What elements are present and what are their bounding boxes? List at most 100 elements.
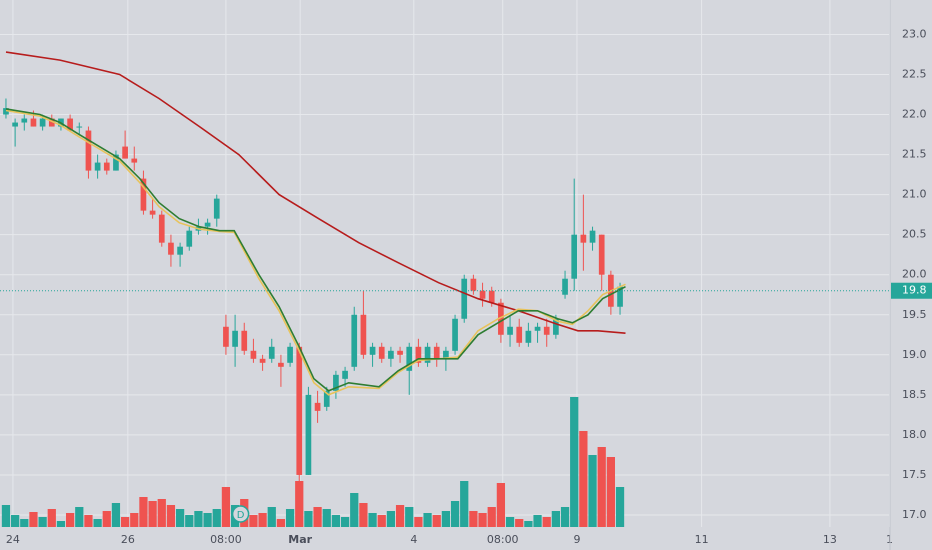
volume-bar <box>570 397 579 527</box>
volume-bar <box>487 507 496 527</box>
volume-bar <box>423 513 432 527</box>
candle-body <box>598 234 605 275</box>
volume-bar <box>386 511 396 527</box>
candle-body <box>149 210 156 215</box>
y-tick-label: 22.0 <box>902 108 927 121</box>
last-price-label: 19.8 <box>902 284 927 297</box>
volume-bar <box>340 517 350 527</box>
candle-body <box>589 230 596 243</box>
volume-bar <box>157 499 166 527</box>
y-tick-label: 20.0 <box>902 268 927 281</box>
candle-body <box>259 358 266 363</box>
x-tick-label: 26 <box>121 533 135 546</box>
candle-body <box>113 154 119 171</box>
x-tick-label: 08:00 <box>210 533 242 546</box>
candle-body <box>278 362 284 367</box>
candle-body <box>223 326 229 347</box>
volume-bar <box>84 515 93 527</box>
candle-body <box>268 346 275 359</box>
volume-bar <box>432 515 441 527</box>
volume-bar <box>93 519 102 527</box>
volume-bar <box>441 511 451 527</box>
y-tick-label: 19.0 <box>902 348 927 361</box>
candle-body <box>443 350 449 359</box>
candle-body <box>140 178 147 211</box>
candle-body <box>48 118 55 127</box>
volume-bar <box>405 507 414 527</box>
volume-bar <box>29 512 38 527</box>
candle-body <box>571 234 578 279</box>
y-tick-label: 22.5 <box>902 67 927 80</box>
volume-bar <box>203 513 212 527</box>
volume-bar <box>221 487 231 527</box>
candle-body <box>241 330 248 351</box>
candle-body <box>507 326 513 335</box>
volume-bar <box>579 431 588 527</box>
volume-bar <box>276 519 286 527</box>
candle-body <box>76 126 83 128</box>
volume-bar <box>175 509 185 527</box>
candle-body <box>433 346 440 359</box>
candle-body <box>543 326 550 335</box>
candle-body <box>397 350 403 355</box>
volume-bar <box>377 515 386 527</box>
candle-body <box>406 346 413 371</box>
volume-bar <box>395 505 405 527</box>
candle-body <box>369 346 376 355</box>
volume-bar <box>350 493 359 527</box>
volume-bar <box>102 511 111 527</box>
volume-bar <box>524 521 533 527</box>
candle-body <box>488 290 495 303</box>
candle-body <box>525 330 532 343</box>
volume-bar <box>185 515 194 527</box>
volume-bar <box>606 457 615 527</box>
last-price-box <box>891 282 932 299</box>
volume-bar <box>139 497 148 527</box>
candle-body <box>378 346 385 359</box>
candle-body <box>94 162 101 171</box>
candle-body <box>617 286 623 307</box>
candle-body <box>250 350 257 359</box>
candle-body <box>103 162 110 171</box>
y-tick-label: 23.0 <box>902 27 927 40</box>
candle-body <box>158 214 165 243</box>
event-marker <box>231 505 250 523</box>
x-tick-label: 11 <box>695 533 709 546</box>
volume-bar <box>267 507 276 527</box>
candle-body <box>21 118 28 123</box>
candle-body <box>204 222 211 227</box>
volume-bar <box>560 507 570 527</box>
volume-bar <box>285 509 295 527</box>
volume-bar <box>515 519 524 527</box>
volume-bar <box>304 511 313 527</box>
volume-bar <box>166 505 176 527</box>
candle-body <box>498 302 504 335</box>
candle-body <box>562 278 568 295</box>
x-tick-label: 13 <box>823 533 837 546</box>
volume-bar <box>313 507 322 527</box>
candle-body <box>461 278 468 319</box>
volume-bar <box>496 483 506 527</box>
y-tick-label: 17.0 <box>902 508 927 521</box>
volume-bar <box>295 481 304 527</box>
moving-average <box>5 51 626 334</box>
candle-body <box>305 394 312 475</box>
volume-bar <box>615 487 625 527</box>
volume-bar <box>588 455 597 527</box>
y-tick-label: 18.5 <box>902 388 927 401</box>
x-tick-label: 08:00 <box>487 533 519 546</box>
y-tick-label: 21.5 <box>902 148 927 161</box>
volume-bar <box>460 481 469 527</box>
volume-bar <box>331 515 341 527</box>
candle-body <box>177 246 183 255</box>
volume-bar <box>414 517 423 527</box>
candle-body <box>314 402 321 411</box>
volume-bar <box>368 513 377 527</box>
x-tick-label: Mar <box>288 533 312 546</box>
candle-body <box>342 370 348 379</box>
candle-body <box>553 318 559 335</box>
candle-body <box>296 346 303 475</box>
x-tick-label: 24 <box>6 533 20 546</box>
candle-body <box>452 318 458 351</box>
